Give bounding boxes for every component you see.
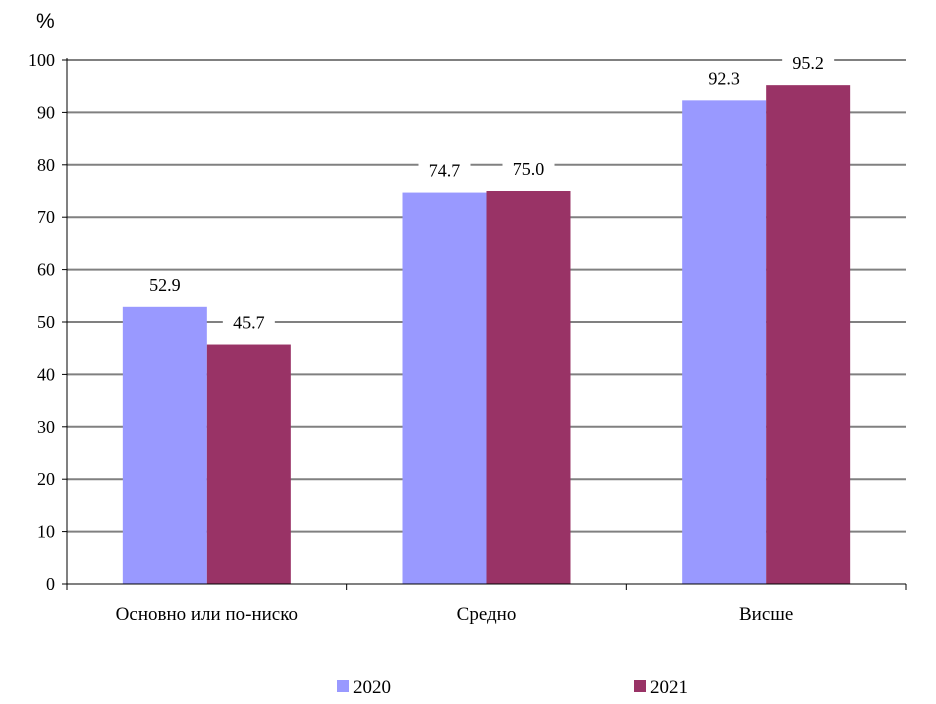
data-label: 95.2 [792, 53, 824, 73]
y-tick-label: 90 [37, 102, 55, 122]
legend-label-2021: 2021 [650, 677, 688, 698]
bar-2021-0 [206, 344, 291, 584]
x-category-label: Основно или по-ниско [116, 604, 298, 625]
bar-2020-1 [402, 192, 487, 584]
legend-swatch-2021 [634, 680, 646, 692]
data-label-background [698, 67, 751, 90]
data-label-background [782, 52, 835, 75]
data-label: 75.0 [513, 159, 545, 179]
y-axis-unit-label: % [36, 10, 55, 33]
y-tick-label: 70 [37, 207, 55, 227]
bar-2020-2 [682, 100, 767, 585]
y-tick-label: 0 [46, 574, 55, 594]
data-label: 74.7 [429, 161, 461, 181]
y-tick-label: 20 [37, 469, 55, 489]
legend-swatch-2020 [337, 680, 349, 692]
axes [62, 58, 907, 590]
data-label: 45.7 [233, 313, 265, 333]
labels: 0 10 20 30 40 50 60 70 80 90 100 52.9 45.7 Основно ил… [28, 50, 835, 625]
bars [122, 85, 851, 585]
y-tick-label: 100 [28, 50, 55, 70]
data-label-background [502, 158, 555, 180]
x-category-label: Средно [457, 604, 517, 625]
data-label-background [418, 159, 471, 182]
y-tick-label: 10 [37, 522, 55, 542]
y-tick-label: 60 [37, 260, 55, 280]
data-label-background [222, 311, 275, 334]
y-tick-label: 30 [37, 417, 55, 437]
y-tick-label: 50 [37, 312, 55, 332]
data-label-background [138, 273, 191, 296]
bar-2020-0 [122, 306, 207, 584]
legend-label-2020: 2020 [353, 677, 391, 698]
x-category-label: Висше [739, 604, 793, 625]
bar-2021-1 [486, 191, 571, 584]
legend: 2020 2021 [337, 677, 688, 698]
y-tick-label: 40 [37, 364, 55, 384]
y-tick-label: 80 [37, 155, 55, 175]
data-label: 92.3 [708, 68, 740, 88]
bar-2021-2 [766, 85, 851, 584]
data-label: 52.9 [149, 275, 181, 295]
